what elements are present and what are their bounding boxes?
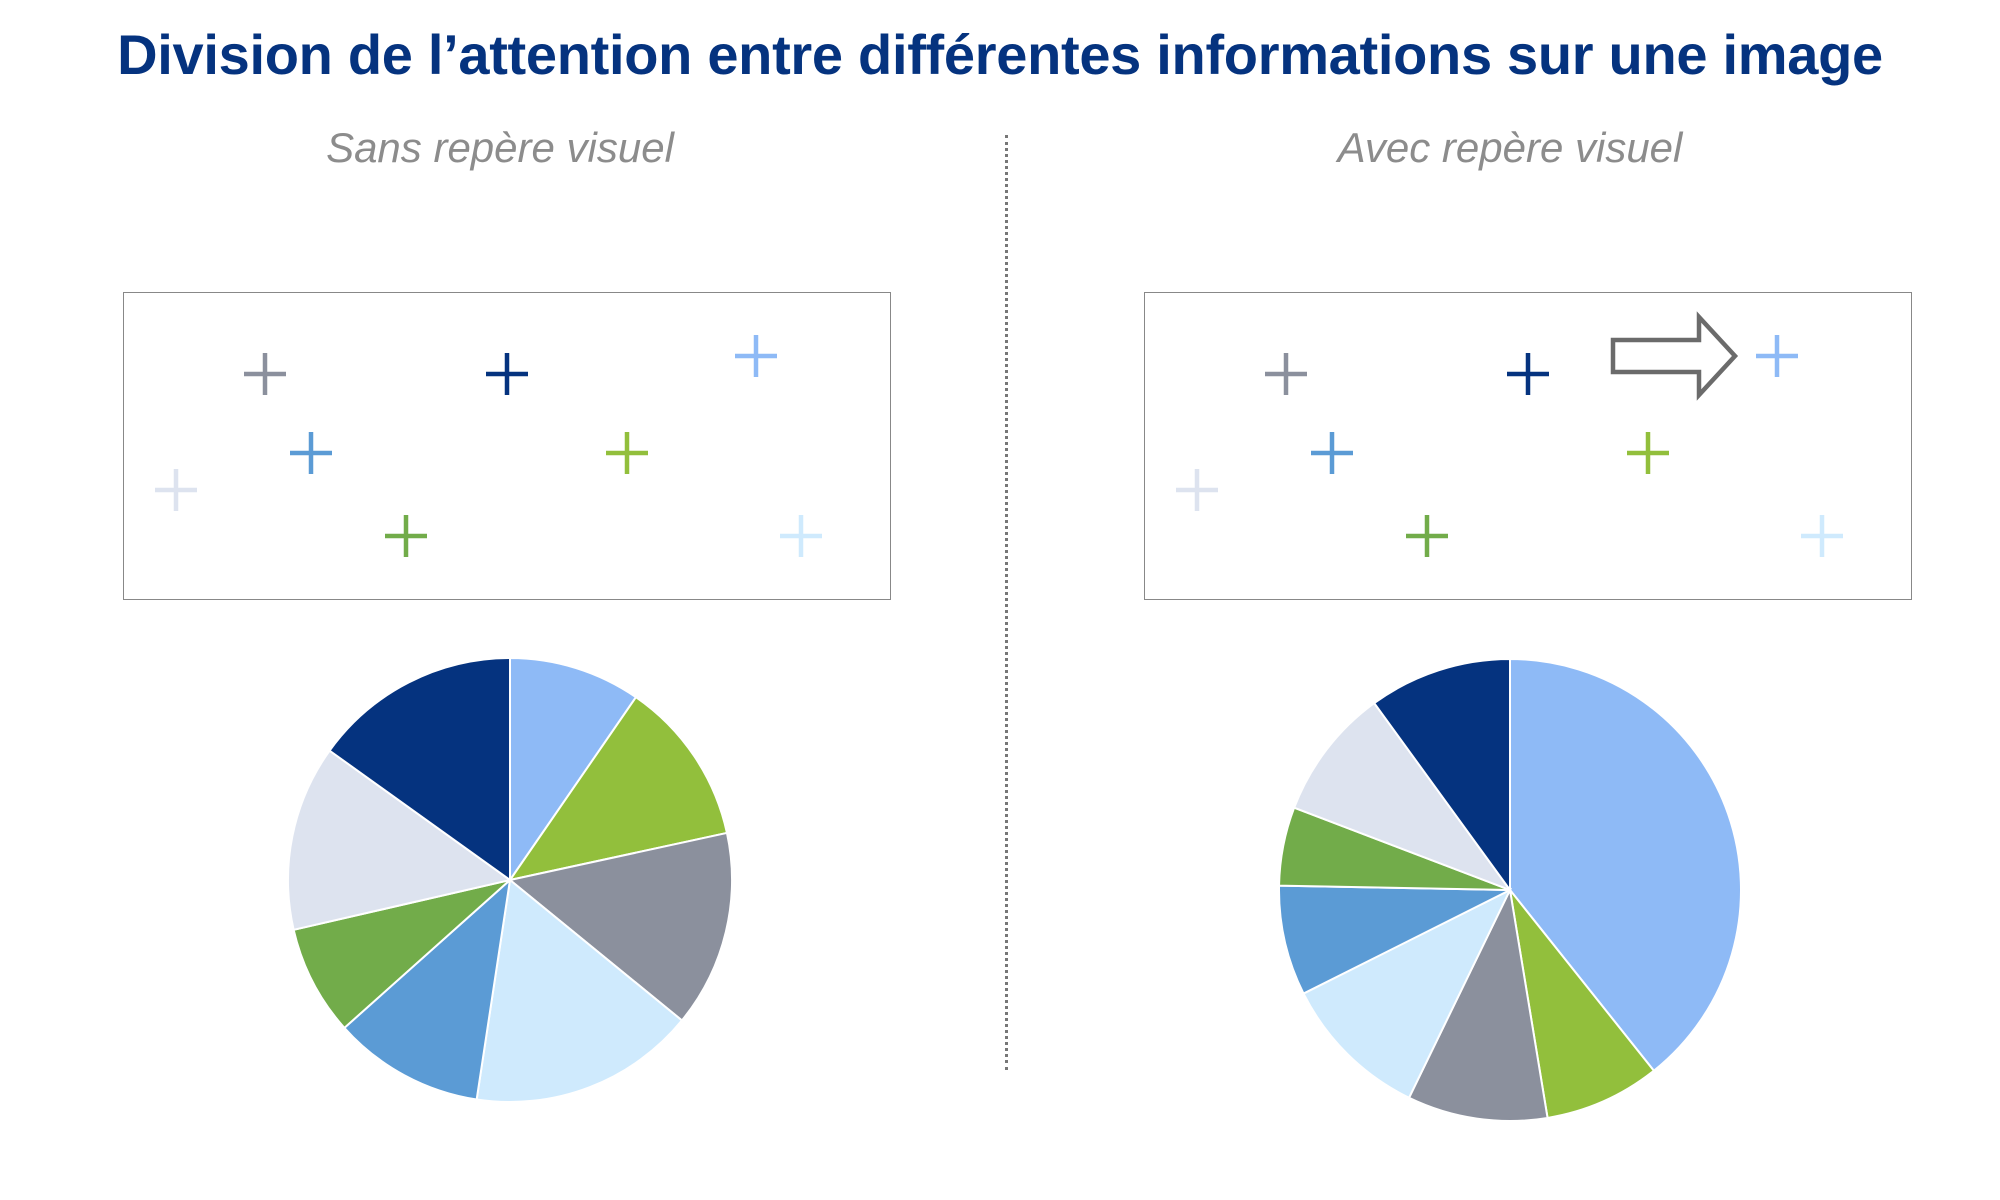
plus-icon xyxy=(1756,335,1798,377)
left-panel-title: Sans repère visuel xyxy=(326,124,674,171)
pie-slice-mid-blue xyxy=(1278,884,1511,995)
plus-icon xyxy=(780,515,822,557)
pie-slice-sky xyxy=(1509,657,1742,1073)
arrow-right-icon xyxy=(1610,311,1739,401)
pie-slice-navy xyxy=(1372,657,1511,894)
plus-icon xyxy=(1627,432,1669,474)
left-stimulus-canvas xyxy=(155,335,822,557)
plus-icon xyxy=(1265,353,1307,395)
plus-icon xyxy=(1311,432,1353,474)
pie-slice-sky xyxy=(509,656,638,884)
right-pie-chart xyxy=(1278,657,1742,1122)
plus-icon xyxy=(606,432,648,474)
plus-icon xyxy=(1507,353,1549,395)
left-stimulus-box xyxy=(123,292,891,600)
right-stimulus-canvas xyxy=(1176,311,1843,557)
pie-slice-green xyxy=(292,879,511,1030)
pie-slice-grey xyxy=(507,831,733,1022)
plus-icon xyxy=(290,432,332,474)
plus-icon xyxy=(1406,515,1448,557)
plus-icon xyxy=(1176,469,1218,511)
right-stimulus-box xyxy=(1144,292,1912,600)
pie-slice-mid-blue xyxy=(342,877,512,1101)
pie-slice-lime xyxy=(1508,886,1656,1120)
pie-slice-pale-blue xyxy=(1302,887,1513,1100)
plus-icon xyxy=(155,469,197,511)
plus-icon xyxy=(385,515,427,557)
pie-slice-pale-lavender xyxy=(287,749,513,931)
pie-slice-pale-blue xyxy=(475,878,684,1103)
right-panel-title: Avec repère visuel xyxy=(1337,124,1683,171)
page-title: Division de l’attention entre différente… xyxy=(117,23,1883,86)
pie-slice-pale-lavender xyxy=(1292,701,1513,893)
plus-icon xyxy=(735,335,777,377)
plus-icon xyxy=(244,353,286,395)
pie-slice-lime xyxy=(507,695,729,882)
plus-icon xyxy=(486,353,528,395)
panel-divider xyxy=(1005,135,1008,1070)
plus-icon xyxy=(1801,515,1843,557)
pie-slice-grey xyxy=(1407,886,1549,1122)
pie-slice-navy xyxy=(328,656,511,882)
left-pie-chart xyxy=(287,656,733,1103)
